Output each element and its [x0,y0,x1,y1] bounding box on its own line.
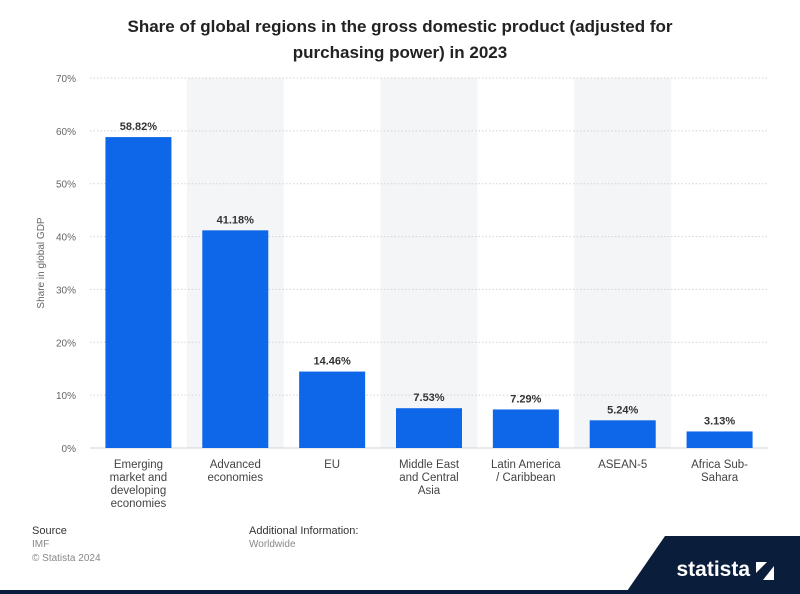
bar [299,371,366,448]
source-value: IMF [32,539,50,550]
category-label: Middle East and Central Asia [399,459,460,497]
y-tick-label: 0% [62,444,77,455]
category-label: Emerging market and developing economies [110,459,168,510]
bar [492,409,559,448]
bottom-bar [0,590,800,594]
value-label: 5.24% [607,404,638,416]
y-tick-label: 50% [56,180,76,191]
value-label: 7.53% [413,392,444,404]
category-label: Latin America / Caribbean [491,459,561,484]
statista-logo[interactable]: statista [676,558,750,581]
y-tick-label: 10% [56,391,76,402]
y-axis-label: Share in global GDP [36,217,47,308]
bar [396,408,462,448]
additional-info-value: Worldwide [249,539,296,550]
bar [202,230,269,448]
source-label: Source [32,525,67,537]
additional-info-block: Additional Information: Worldwide [249,524,358,552]
source-block: Source IMF © Statista 2024 [32,524,101,566]
statista-logo-icon [756,562,774,580]
bar [105,137,172,448]
column-band [380,78,478,448]
y-tick-label: 40% [56,233,76,244]
value-label: 58.82% [120,121,158,133]
y-tick-label: 60% [56,127,76,138]
y-tick-label: 30% [56,285,76,296]
bar [589,420,656,448]
copyright: © Statista 2024 [32,553,101,564]
value-label: 14.46% [313,356,351,368]
chart-title: Share of global regions in the gross dom… [127,17,673,62]
category-label: EU [324,459,340,471]
value-label: 3.13% [704,415,735,427]
category-label: Advanced economies [207,459,263,484]
value-label: 7.29% [510,393,541,405]
category-label: Africa Sub-Sahara [691,459,748,484]
value-label: 41.18% [217,214,255,226]
y-tick-label: 70% [56,74,76,85]
column-band [574,78,672,448]
category-label: ASEAN-5 [598,459,647,471]
additional-info-label: Additional Information: [249,525,359,537]
y-tick-label: 20% [56,338,76,349]
bar [686,431,753,448]
